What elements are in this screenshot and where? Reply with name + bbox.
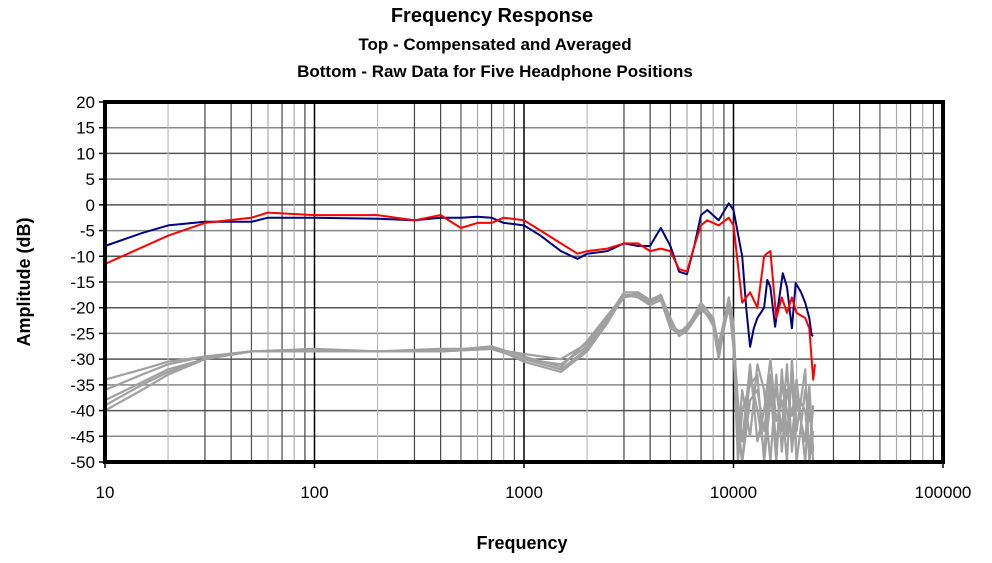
y-tick-label: -50 (70, 453, 95, 472)
x-tick-label: 10 (96, 483, 115, 502)
y-tick-label: -5 (80, 222, 95, 241)
y-tick-label: 5 (86, 170, 95, 189)
grid (104, 101, 943, 463)
x-axis-label: Frequency (476, 533, 567, 553)
x-tick-label: 10000 (710, 483, 757, 502)
y-tick-label: -35 (70, 376, 95, 395)
series-group (104, 202, 816, 464)
x-tick-label: 1000 (505, 483, 543, 502)
y-axis-label: Amplitude (dB) (14, 218, 34, 347)
y-tick-label: -45 (70, 427, 95, 446)
y-tick-label: 0 (86, 196, 95, 215)
y-tick-label: -10 (70, 247, 95, 266)
y-tick-label: 15 (76, 119, 95, 138)
raw-series-position-5 (104, 293, 815, 464)
y-tick-label: -40 (70, 402, 95, 421)
y-axis: 20 15 10 5 0 -5 -10 -15 -20 -25 -30 -35 -40 -45 -50 (70, 93, 105, 472)
x-axis: 10 100 1000 10000 100000 (96, 462, 972, 502)
chart-title: Frequency Response (391, 5, 593, 27)
y-tick-label: 10 (76, 144, 95, 163)
y-tick-label: -20 (70, 299, 95, 318)
x-tick-label: 100 (300, 483, 328, 502)
x-tick-label: 100000 (915, 483, 972, 502)
series-compensated-blue (104, 202, 814, 348)
y-tick-label: -15 (70, 273, 95, 292)
chart-subtitle-2: Bottom - Raw Data for Five Headphone Pos… (297, 62, 693, 81)
series-compensated-red (104, 211, 816, 381)
y-tick-label: -30 (70, 350, 95, 369)
y-tick-label: 20 (76, 93, 95, 112)
y-tick-label: -25 (70, 324, 95, 343)
chart-subtitle-1: Top - Compensated and Averaged (358, 35, 631, 54)
